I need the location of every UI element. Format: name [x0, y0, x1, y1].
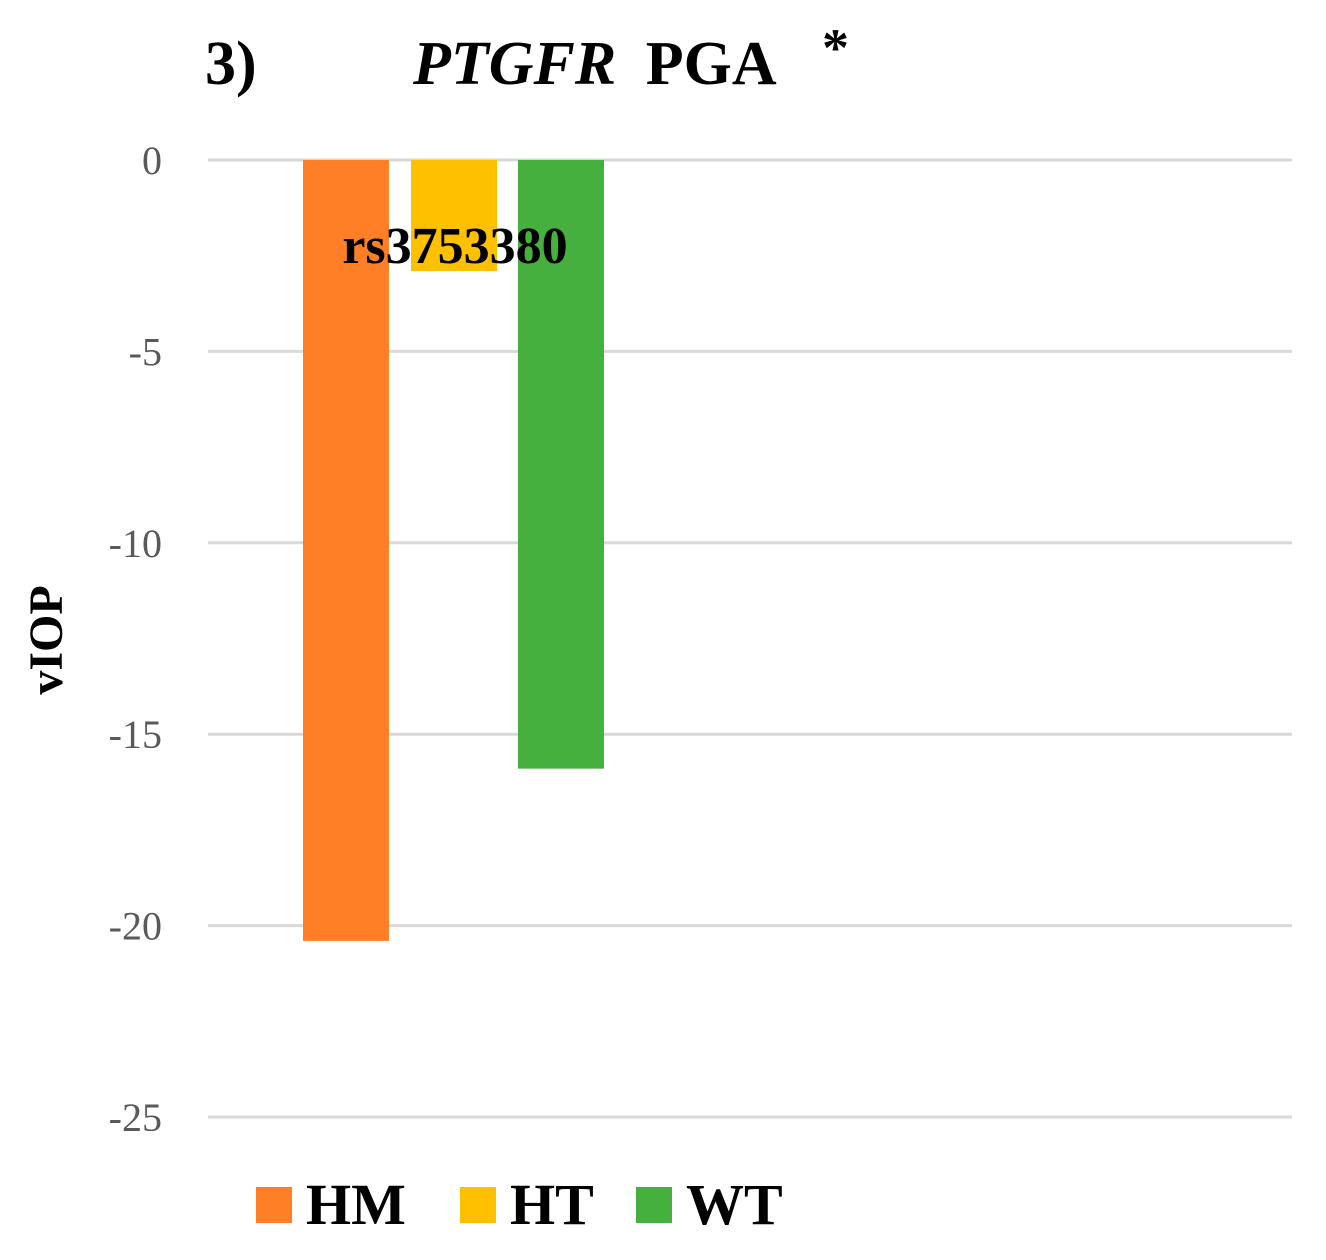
y-tick-label: 0	[142, 138, 162, 183]
y-tick-label: -25	[109, 1095, 162, 1140]
legend-label-wt: WT	[686, 1172, 783, 1237]
legend-swatch-ht	[460, 1187, 496, 1223]
bar-ht	[411, 160, 497, 272]
legend-label-hm: HM	[306, 1172, 406, 1237]
bar-hm	[303, 160, 389, 941]
legend-label-ht: HT	[510, 1172, 594, 1237]
legend: HM HT WT	[256, 1172, 783, 1237]
bar-wt	[518, 160, 604, 769]
y-tick-label: -5	[129, 329, 162, 374]
y-axis-title: vIOP	[20, 585, 73, 694]
legend-swatch-wt	[636, 1187, 672, 1223]
title-gene: PTGFR	[412, 30, 616, 98]
legend-swatch-hm	[256, 1187, 292, 1223]
y-tick-labels: 0 -5 -10 -15 -20 -25	[109, 138, 162, 1140]
panel-label: 3)	[205, 30, 257, 98]
title-drug: PGA	[646, 30, 777, 98]
snp-annotation: rs3753380	[342, 218, 567, 275]
y-tick-label: -10	[109, 521, 162, 566]
chart-title: PTGFR PGA	[412, 30, 777, 98]
bars	[303, 160, 604, 941]
y-tick-label: -20	[109, 904, 162, 949]
y-tick-label: -15	[109, 712, 162, 757]
title-significance-marker: *	[822, 18, 849, 78]
